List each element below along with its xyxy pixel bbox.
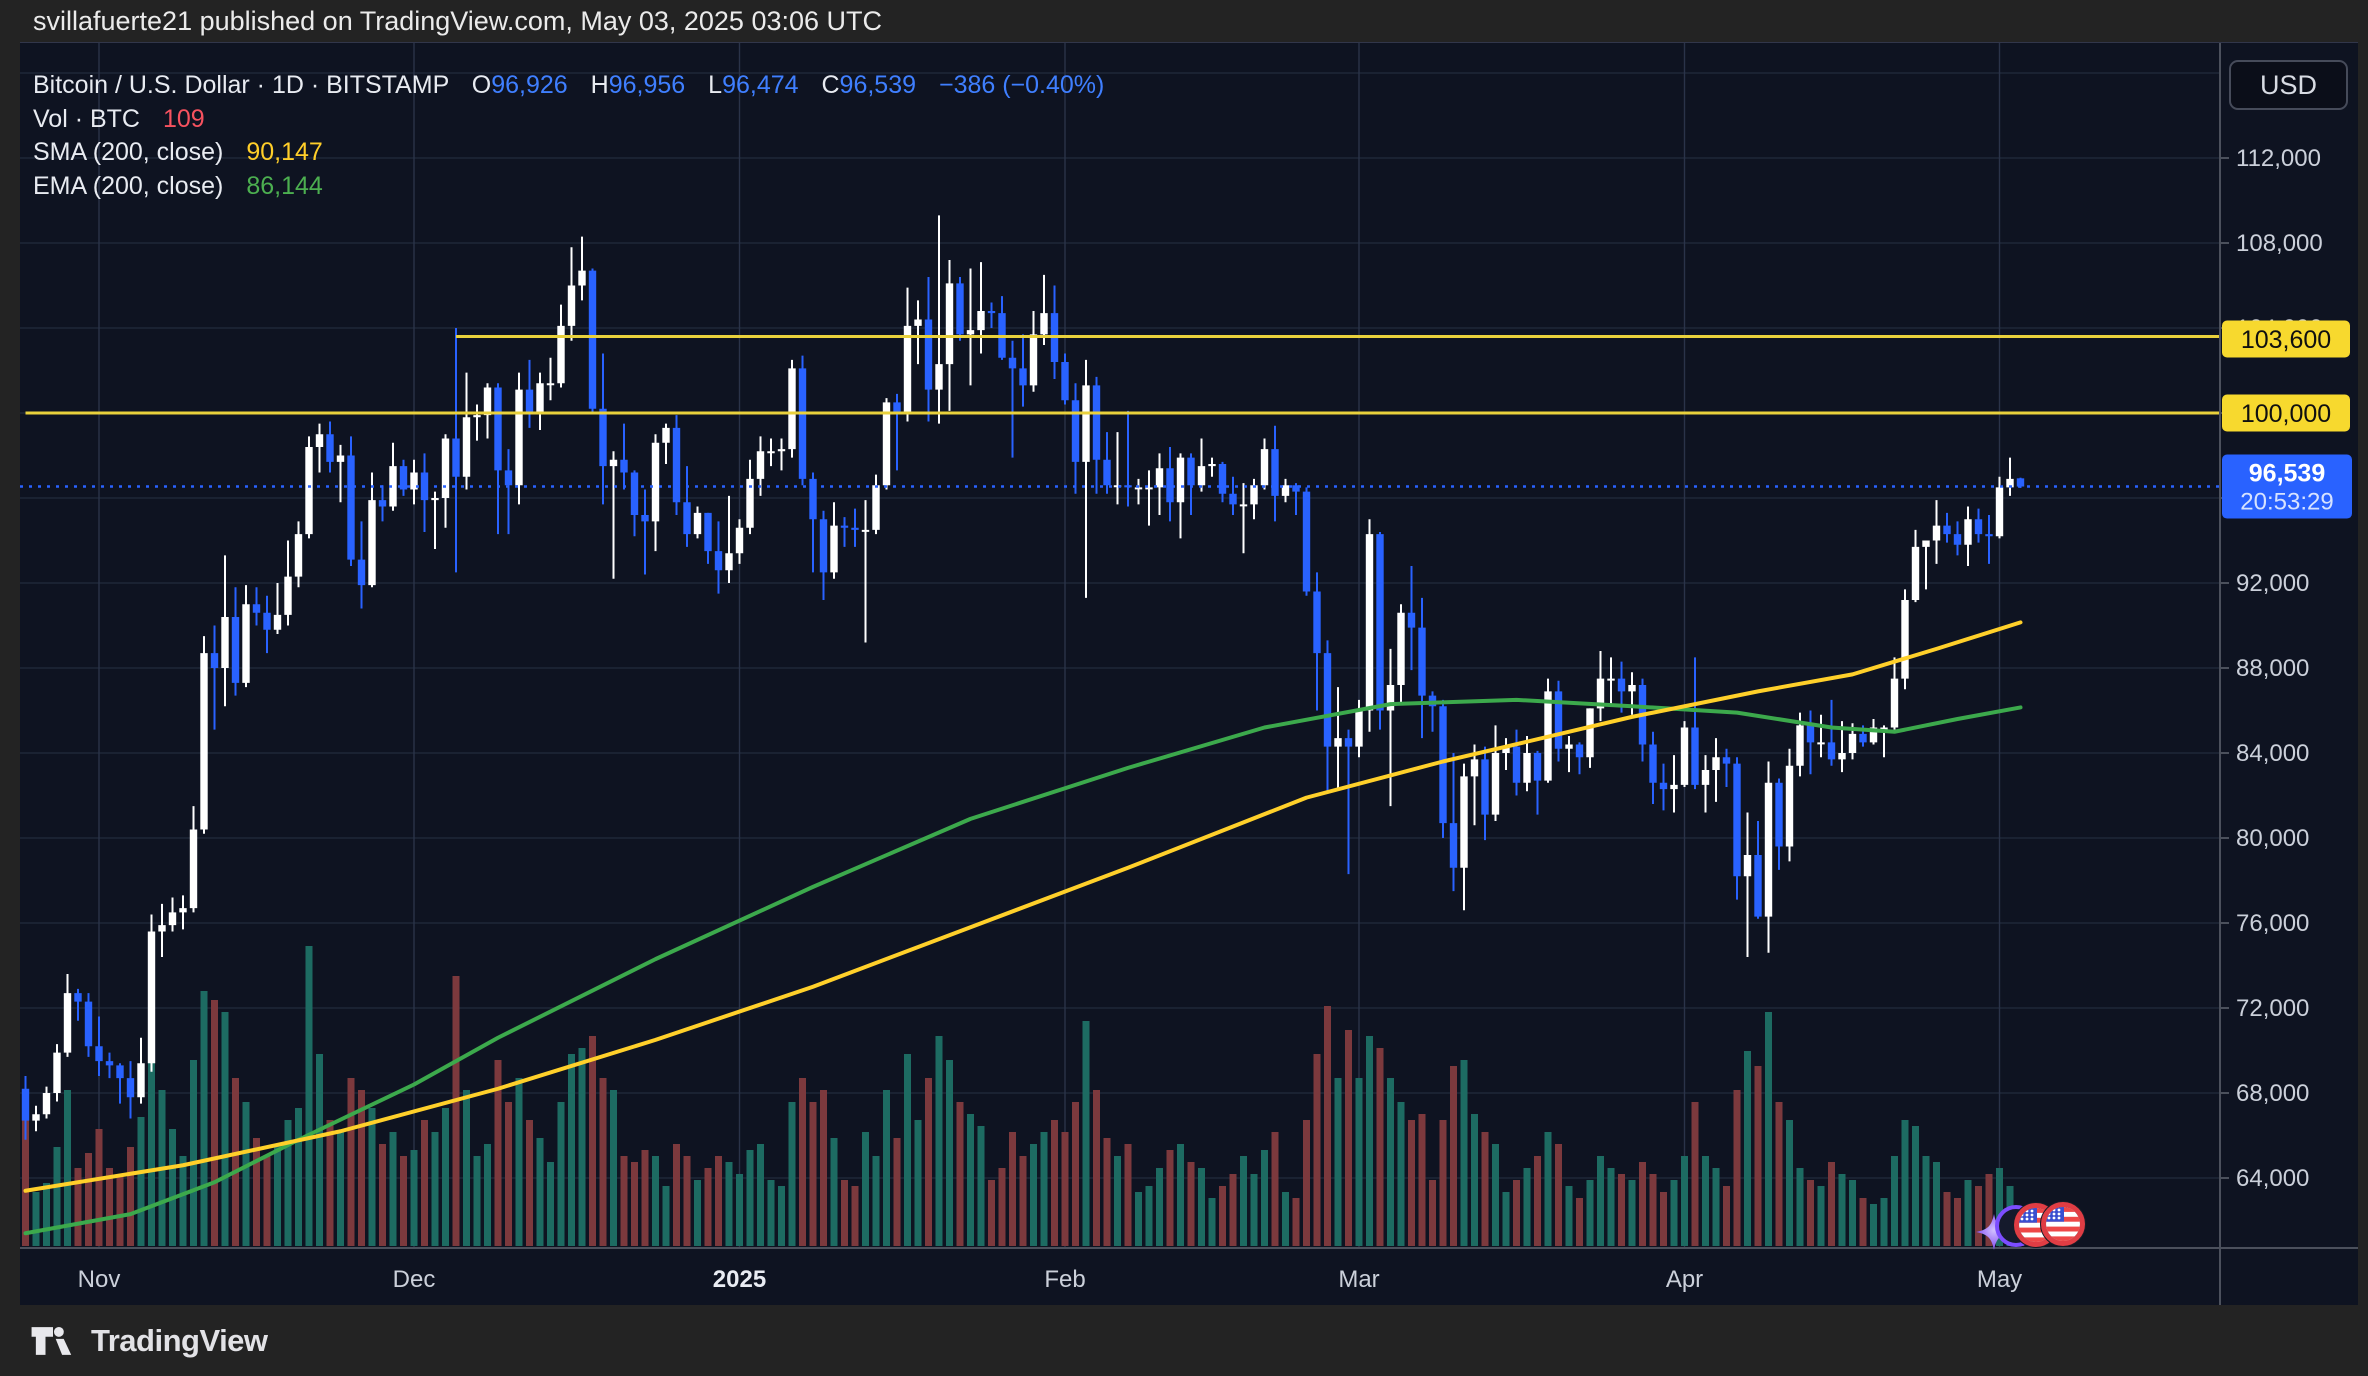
brand-wordmark[interactable]: TradingView (91, 1322, 268, 1358)
ema-value: 86,144 (246, 171, 323, 200)
sticker-group (1976, 1201, 2086, 1250)
low-label: L (708, 71, 723, 99)
sma-value: 90,147 (246, 138, 323, 166)
symbol-title[interactable]: Bitcoin / U.S. Dollar · 1D · BITSTAMP (33, 71, 449, 99)
svg-text:20:53:29: 20:53:29 (2240, 489, 2333, 516)
svg-text:92,000: 92,000 (2236, 570, 2309, 597)
svg-text:112,000: 112,000 (2236, 145, 2321, 172)
svg-text:68,000: 68,000 (2236, 1080, 2309, 1107)
svg-text:76,000: 76,000 (2236, 910, 2309, 937)
open-value: 96,926 (491, 71, 568, 99)
volume-label: Vol · BTC (33, 104, 140, 133)
price-chart[interactable]: 112,000108,000104,000100,00096,00092,000… (20, 43, 2358, 1306)
legend-volume-row[interactable]: Vol · BTC 109 (33, 103, 1104, 137)
legend-ema-row[interactable]: EMA (200, close) 86,144 (33, 170, 1104, 204)
change-value: −386 (−0.40%) (938, 71, 1105, 99)
svg-text:103,600: 103,600 (2241, 326, 2331, 354)
svg-text:May: May (1977, 1266, 2022, 1293)
footer-bar: TradingView (0, 1305, 2368, 1376)
low-value: 96,474 (722, 71, 799, 99)
svg-text:96,539: 96,539 (2249, 460, 2325, 488)
currency-button[interactable]: USD (2229, 60, 2348, 110)
publish-text: svillafuerte21 published on TradingView.… (33, 6, 882, 36)
svg-text:72,000: 72,000 (2236, 995, 2309, 1022)
svg-text:Feb: Feb (1044, 1266, 1085, 1293)
legend-sma-row[interactable]: SMA (200, close) 90,147 (33, 136, 1104, 170)
publish-bar: svillafuerte21 published on TradingView.… (0, 0, 2368, 42)
indicator-overlays (20, 335, 2220, 1236)
volume-bars (22, 946, 2024, 1246)
chart-panel[interactable]: 112,000108,000104,000100,00096,00092,000… (20, 42, 2358, 1306)
close-value: 96,539 (839, 71, 917, 99)
ema-label: EMA (200, close) (33, 171, 224, 200)
chart-axes[interactable]: 112,000108,000104,000100,00096,00092,000… (20, 43, 2358, 1306)
svg-text:88,000: 88,000 (2236, 655, 2309, 682)
high-label: H (590, 71, 609, 99)
us-flag-icon (2040, 1201, 2086, 1247)
sparkles-icon (1976, 1214, 2012, 1250)
svg-text:Dec: Dec (393, 1266, 436, 1293)
svg-text:108,000: 108,000 (2236, 230, 2323, 257)
open-label: O (471, 71, 492, 99)
svg-text:Nov: Nov (78, 1266, 121, 1293)
tradingview-logo-icon[interactable] (30, 1326, 76, 1356)
svg-text:64,000: 64,000 (2236, 1165, 2309, 1192)
sma-label: SMA (200, close) (33, 138, 224, 166)
legend-symbol-row[interactable]: Bitcoin / U.S. Dollar · 1D · BITSTAMP O9… (33, 69, 1104, 103)
high-value: 96,956 (608, 71, 686, 99)
svg-text:100,000: 100,000 (2241, 400, 2331, 428)
svg-text:80,000: 80,000 (2236, 825, 2309, 852)
currency-label: USD (2259, 69, 2317, 100)
svg-text:84,000: 84,000 (2236, 740, 2309, 767)
volume-value: 109 (162, 104, 205, 133)
svg-text:2025: 2025 (713, 1266, 766, 1293)
close-label: C (821, 71, 840, 99)
candlesticks (21, 215, 2025, 1140)
grid-lines (20, 43, 2220, 1248)
svg-text:Apr: Apr (1666, 1266, 1703, 1293)
chart-legend[interactable]: Bitcoin / U.S. Dollar · 1D · BITSTAMP O9… (33, 69, 1104, 203)
svg-text:Mar: Mar (1338, 1266, 1379, 1293)
